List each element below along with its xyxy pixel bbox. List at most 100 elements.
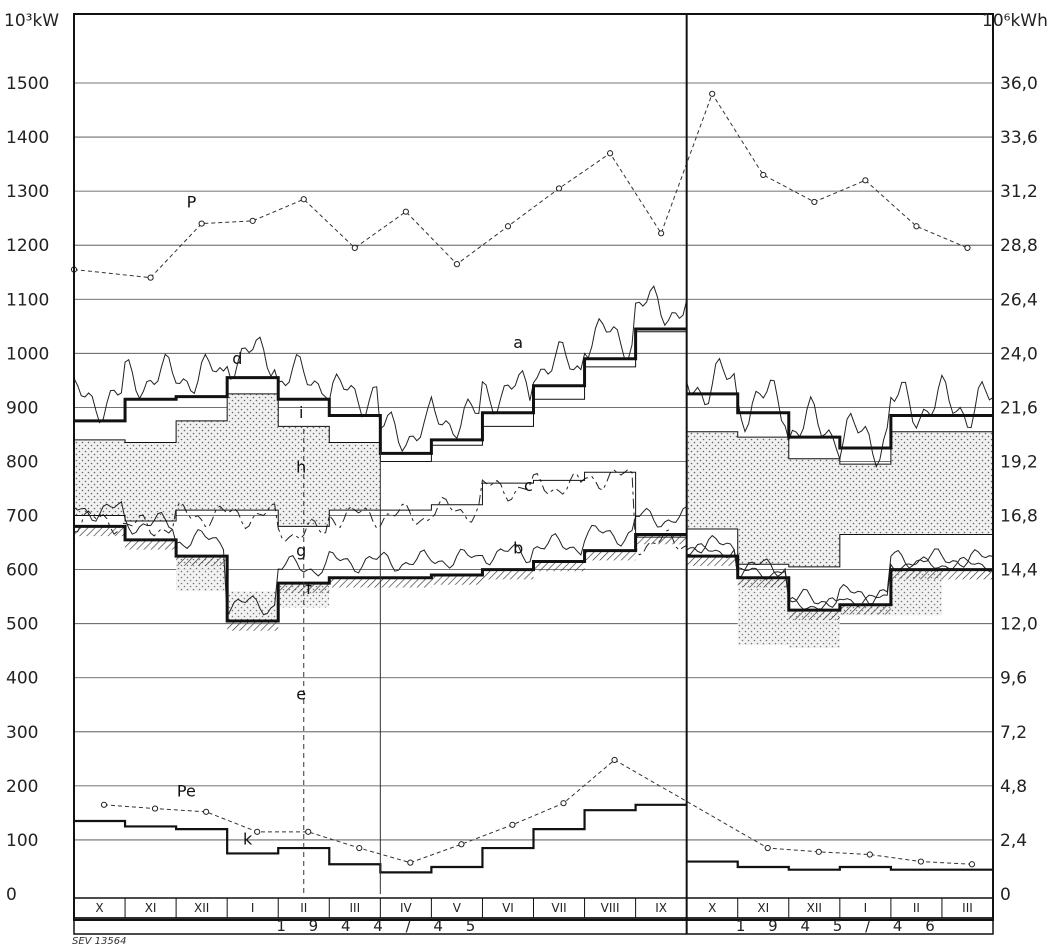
left-tick-label: 600 [6,561,38,581]
annotation-i: i [299,403,303,422]
left-tick-label: 1000 [6,344,49,364]
series-markers [70,90,976,868]
series-a-line [686,392,993,450]
series-P-point [351,244,358,252]
figure-caption: SEV 13564 [72,936,127,946]
annotation-letters: a b c d e fg h i k P Pe [177,192,533,848]
series-Pe-point [866,851,873,858]
series-Pe-point [917,858,924,865]
outer-frame [73,13,994,921]
right-tick-label: 9,6 [1000,669,1027,689]
series-d-line [686,431,993,465]
annotation-a: a [513,333,523,352]
series-P-point [300,196,307,203]
left-tick-label: 1500 [6,74,49,94]
left-tick-label: 700 [6,507,38,527]
series-Pe-point [100,801,108,808]
series-P-point [760,171,767,179]
month-label: I [251,901,255,915]
annotation-e: e [296,684,306,703]
left-tick-label: 1100 [6,290,49,310]
month-label: IX [655,901,667,915]
right-tick-labels: 0 2,4 4,8 7,2 9,6 12,0 14,4 16,8 19,2 21,6 24,0 26,… [1000,74,1038,905]
series-a-line [74,327,687,455]
series-Pe-point [458,841,465,848]
right-tick-label: 0 [1000,885,1011,905]
plot-frame [73,13,994,935]
right-tick-label: 33,6 [1000,128,1038,148]
right-tick-label: 4,8 [1000,777,1027,797]
series-b-line [686,554,993,612]
series-Pe-point [151,805,159,812]
series-P-point [811,198,818,206]
right-tick-label: 28,8 [1000,236,1038,256]
series-P-point [249,217,256,224]
month-label: XI [145,901,157,915]
left-tick-label: 0 [6,885,17,905]
annotation-d: d [232,349,242,368]
series-Pe-point [254,828,261,835]
right-tick-label: 21,6 [1000,398,1038,418]
series-Pe-point [305,828,312,835]
left-tick-label: 400 [6,669,38,689]
left-axis-unit: 10³kW [4,11,59,31]
right-tick-label: 16,8 [1000,507,1038,527]
left-tick-label: 1200 [6,236,49,256]
series-Pe-point [560,800,567,807]
annotation-b: b [513,538,523,557]
left-tick-label: 100 [6,831,38,851]
series-P-point [658,230,665,237]
month-label: IV [400,901,413,915]
left-tick-label: 300 [6,723,38,743]
series-k-line [686,860,993,871]
month-label: V [453,901,462,915]
annotation-Pe: Pe [177,782,196,801]
series-g-line [74,471,687,538]
right-tick-label: 26,4 [1000,290,1038,310]
month-label: II [913,901,920,915]
month-label: X [708,901,716,915]
month-label: I [864,901,868,915]
month-labels: X XI XII I II III IV V VI VII VIII IX X XI XII I II III [95,901,972,915]
series-Pe-point [968,861,976,868]
right-tick-label: 31,2 [1000,182,1038,202]
series-P-point [709,90,716,97]
right-tick-label: 19,2 [1000,452,1038,472]
series-P-point [913,223,920,230]
month-label: VIII [601,901,620,915]
right-tick-label: 14,4 [1000,561,1038,581]
year-label: 1 9 4 4 / 4 5 [276,917,484,935]
annotation-g: g [296,541,306,560]
year-label: 1 9 4 5 / 4 6 [736,917,944,935]
series-P-point [198,220,205,227]
series-P-point [504,223,512,230]
left-tick-label: 900 [6,398,38,418]
series-Pe-point [203,808,210,815]
hatched-strip [686,556,993,620]
annotation-h: h [296,457,306,476]
dotted-region-low [176,556,330,621]
series-P-point [862,177,869,184]
month-label: XII [194,901,209,915]
left-tick-label: 1300 [6,182,49,202]
dotted-region [686,431,993,567]
annotation-f: f [306,579,312,598]
series-Pe-point [815,848,822,855]
left-tick-label: 800 [6,452,38,472]
series-P-point [402,208,409,215]
year-labels: 1 9 4 4 / 4 5 1 9 4 5 / 4 6 [276,917,944,935]
series-Pe-line [103,759,972,865]
series-P-line [73,92,968,279]
right-axis-unit: 10⁶kWh [982,11,1048,31]
series-P-point [147,274,154,281]
month-label: III [962,901,973,915]
month-label: X [95,901,103,915]
annotation-k: k [243,829,253,848]
series-P-point [606,150,614,157]
month-label: VII [551,901,566,915]
month-label: III [349,901,360,915]
left-tick-labels: 0 100 200 300 400 500 600 700 800 900 1000 1100 1200… [6,74,49,905]
series-P-point [453,261,461,268]
month-label: XI [757,901,769,915]
